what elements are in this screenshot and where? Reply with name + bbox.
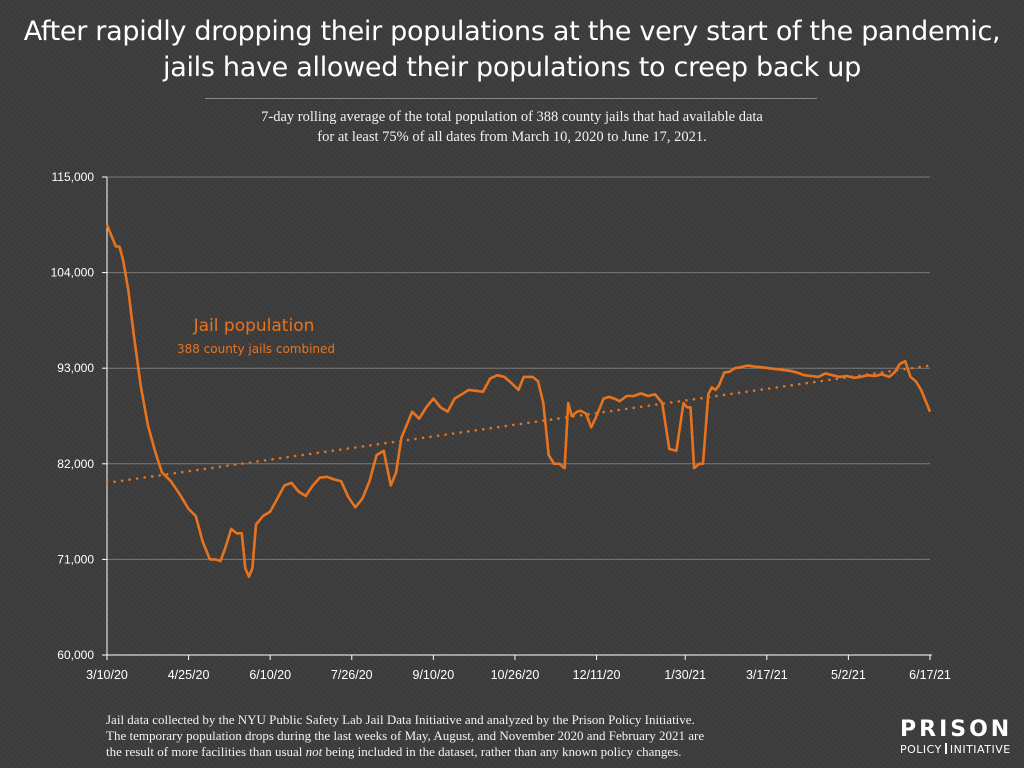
x-tick-label: 6/10/20 [249,668,291,682]
x-tick-label: 12/11/20 [573,668,621,682]
source-note-line-3-start: the result of more facilities than usual [106,744,306,759]
logo-separator [944,743,947,754]
logo-word-policy: POLICY [900,743,942,756]
jail-population-line [105,224,932,579]
chart-title-line-1: After rapidly dropping their populations… [23,16,1001,47]
chart-subtitle-line-1: 7-day rolling average of the total popul… [261,109,763,125]
prison-policy-initiative-logo: PRISON POLICY INITIATIVE [900,718,1012,762]
logo-word-initiative: INITIATIVE [949,743,1011,756]
trend-line [105,364,932,485]
source-note-line-1: Jail data collected by the NYU Public Sa… [106,712,695,727]
y-tick-label: 93,000 [57,361,94,375]
x-tick-label: 1/30/21 [664,668,706,682]
x-tick-label: 10/26/20 [491,668,540,682]
source-note-emphasis: not [305,744,323,759]
subtitle-divider [205,98,817,99]
y-tick-label: 104,000 [51,266,95,280]
chart-subtitle: 7-day rolling average of the total popul… [150,107,874,147]
logo-wordmark-bottom: POLICY INITIATIVE [900,742,1012,758]
x-tick-label: 3/17/21 [746,668,788,682]
x-tick-label: 3/10/20 [86,668,128,682]
x-tick-label: 4/25/20 [168,668,210,682]
y-tick-label: 71,000 [57,552,94,566]
y-tick-label: 60,000 [57,648,94,662]
source-note-line-2: The temporary population drops during th… [106,728,705,743]
x-tick-label: 5/2/21 [831,668,866,682]
source-note-line-3-end: being included in the dataset, rather th… [322,744,682,759]
source-note-line-3: the result of more facilities than usual… [106,744,826,760]
y-tick-label: 82,000 [57,457,94,471]
line-chart: 60,000 71,000 82,000 93,000 104,000 115,000 3… [51,170,951,682]
x-axis-tick-labels: 3/10/20 4/25/20 6/10/20 7/26/20 9/10/20 10/26… [86,655,951,682]
chart-subtitle-line-2: for at least 75% of all dates from March… [317,129,707,145]
y-axis-tick-labels: 60,000 71,000 82,000 93,000 104,000 115,000 [51,170,107,662]
series-annotation-label: Jail population [193,316,315,336]
source-note: Jail data collected by the NYU Public Sa… [106,712,826,760]
series-annotation-sublabel: 388 county jails combined [177,342,335,356]
chart-title-line-2: jails have allowed their populations to … [163,52,861,83]
logo-wordmark-top: PRISON [900,717,1013,742]
x-tick-label: 7/26/20 [331,668,373,682]
x-tick-label: 9/10/20 [413,668,455,682]
x-tick-label: 6/17/21 [909,668,951,682]
y-tick-label: 115,000 [52,170,95,184]
chart-title: After rapidly dropping their populations… [0,14,1024,86]
grid-lines [107,176,930,560]
